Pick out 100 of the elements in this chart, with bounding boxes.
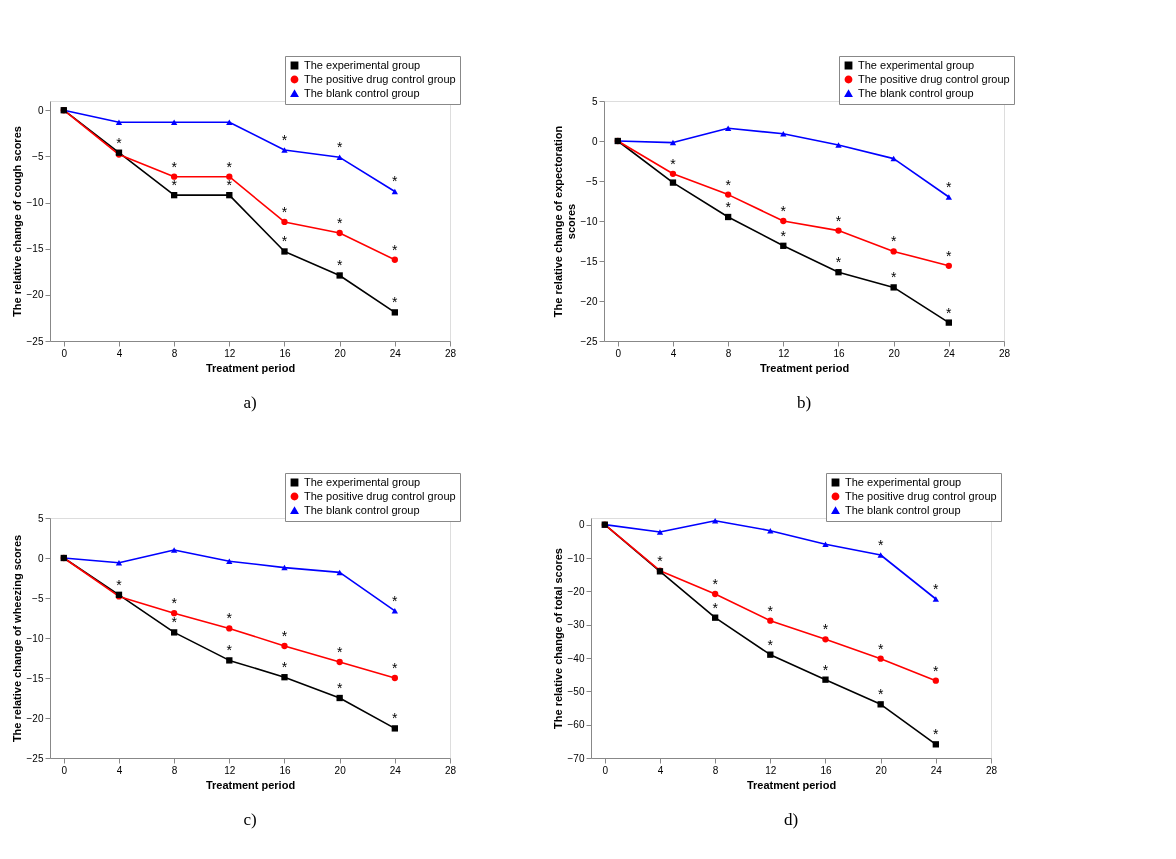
legend-label: The blank control group (304, 503, 420, 516)
point (877, 701, 884, 708)
y-tick-label: 0 (37, 552, 44, 564)
y-tick-label: −20 (567, 585, 585, 597)
annotation: * (890, 269, 897, 286)
y-tick-label: 0 (578, 519, 585, 531)
annotation: * (877, 537, 884, 553)
point (391, 309, 398, 316)
point (115, 560, 123, 566)
point (711, 614, 719, 621)
annotation: * (392, 592, 399, 609)
annotation: * (877, 686, 884, 703)
point (932, 741, 939, 748)
annotation: * (226, 158, 233, 175)
x-tick-label: 12 (224, 347, 236, 359)
y-tick-label: 0 (37, 104, 44, 116)
point (336, 229, 343, 237)
point (336, 569, 343, 576)
x-axis-title: Treatment period (205, 778, 296, 791)
y-axis-title: The relative change of cough scores (10, 126, 23, 317)
point (391, 256, 398, 263)
x-tick-label: 24 (943, 347, 956, 359)
annotation: * (116, 134, 123, 151)
y-tick-label: −10 (26, 632, 44, 644)
annotation: * (336, 680, 343, 696)
annotation: * (336, 215, 343, 231)
point (724, 191, 732, 198)
y-tick-label: 5 (591, 95, 598, 107)
point (724, 213, 732, 221)
legend-label: The experimental group (845, 475, 962, 488)
annotation: * (281, 233, 288, 250)
y-tick-label: 0 (591, 135, 598, 147)
annotation: * (725, 176, 732, 193)
point (890, 248, 897, 255)
point (945, 319, 952, 326)
point (226, 173, 233, 180)
x-tick-label: 16 (279, 764, 291, 776)
x-tick-label: 4 (116, 764, 123, 776)
point (835, 227, 842, 234)
point (281, 218, 288, 226)
point (226, 191, 233, 199)
annotation: * (336, 257, 343, 274)
point (336, 154, 343, 161)
point (226, 119, 233, 125)
y-tick-label: −5 (32, 592, 44, 604)
x-tick-label: 20 (888, 347, 901, 359)
text: c) (243, 810, 257, 829)
y-tick-label: 5 (37, 512, 44, 524)
y-tick-label: −25 (580, 335, 598, 347)
annotation: * (281, 659, 288, 676)
annotation: * (933, 662, 940, 679)
legend-label: The positive drug control group (304, 72, 456, 85)
point (822, 636, 829, 643)
point (780, 242, 787, 249)
point (835, 142, 842, 148)
legend-label: The experimental group (858, 58, 975, 71)
y-axis-title: The relative change of wheezing scores (10, 534, 23, 743)
point (226, 657, 233, 664)
legend-label: The experimental group (304, 58, 421, 71)
annotation: * (392, 241, 399, 258)
annotation: * (281, 203, 288, 220)
legend-label: The blank control group (304, 86, 420, 99)
x-tick-label: 8 (171, 764, 178, 776)
x-tick-label: 0 (61, 764, 68, 776)
annotation: * (657, 552, 664, 569)
annotation: * (670, 155, 677, 172)
annotation: * (392, 660, 399, 676)
annotation: * (767, 602, 774, 619)
point (724, 125, 732, 131)
y-tick-label: −20 (580, 295, 598, 307)
y-tick-label: −25 (26, 335, 44, 347)
point (336, 658, 343, 666)
x-tick-label: 4 (116, 347, 123, 359)
x-tick-label: 24 (389, 764, 402, 776)
y-tick-label: −5 (586, 175, 598, 187)
annotation: * (946, 179, 953, 195)
annotation: * (822, 661, 829, 678)
x-tick-label: 16 (279, 347, 291, 359)
point (115, 119, 123, 125)
point (170, 547, 178, 553)
x-tick-label: 20 (334, 764, 347, 776)
text: d) (783, 810, 799, 829)
point (281, 642, 288, 650)
legend-label: The experimental group (304, 475, 421, 488)
point (932, 596, 939, 602)
point (890, 284, 897, 291)
y-axis-title: The relative change of expectoration scores (551, 125, 577, 318)
y-axis-title: The relative change of total scores (551, 548, 564, 729)
annotation: * (226, 177, 233, 194)
x-tick-label: 24 (389, 347, 402, 359)
point (780, 217, 787, 225)
annotation: * (822, 621, 829, 638)
x-tick-label: 0 (615, 347, 622, 359)
text: a) (243, 393, 257, 412)
annotation: * (835, 254, 842, 271)
annotation: * (835, 212, 842, 229)
y-tick-label: −15 (26, 672, 44, 684)
point (391, 608, 398, 614)
annotation: * (281, 628, 288, 644)
point (822, 676, 829, 683)
